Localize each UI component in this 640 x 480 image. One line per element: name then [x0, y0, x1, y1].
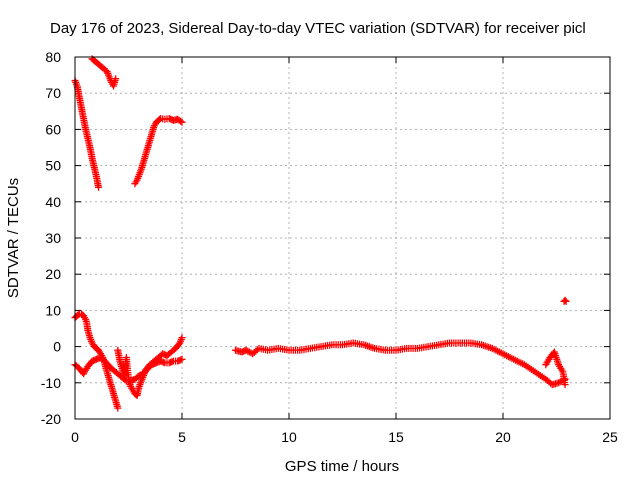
chart-title: Day 176 of 2023, Sidereal Day-to-day VTE… [50, 20, 586, 37]
series-lower-scatter [114, 334, 186, 399]
x-tick-label: 20 [495, 429, 511, 445]
series-upper-descending-2 [88, 55, 120, 90]
plus-markers [232, 339, 569, 389]
y-tick-label: 50 [45, 158, 61, 174]
plus-markers [114, 334, 186, 399]
y-tick-label: 40 [45, 194, 61, 210]
y-axis-label: SDTVAR / TECUs [5, 178, 22, 298]
y-tick-label: 10 [45, 302, 61, 318]
y-tick-label: 80 [45, 49, 61, 65]
grid-lines [75, 57, 610, 419]
y-tick-label: -20 [41, 411, 61, 427]
plus-markers [71, 77, 102, 191]
data-points [71, 55, 570, 412]
series-upper-descending-1 [71, 77, 102, 191]
plus-markers [88, 55, 120, 90]
x-tick-label: 25 [602, 429, 618, 445]
y-tick-label: -10 [41, 375, 61, 391]
plus-markers [560, 296, 570, 305]
plus-markers [131, 115, 186, 188]
x-tick-label: 15 [388, 429, 404, 445]
series-afternoon [232, 339, 569, 389]
x-axis-label: GPS time / hours [285, 458, 399, 475]
y-tick-label: 0 [53, 339, 61, 355]
x-tick-label: 10 [281, 429, 297, 445]
y-tick-label: 60 [45, 121, 61, 137]
plot-frame [74, 56, 611, 420]
x-tick-label: 0 [71, 429, 79, 445]
series-late-branch [542, 348, 569, 389]
y-tick-label: 70 [45, 85, 61, 101]
axis-ticks: 0 5 10 15 20 25 -20 -10 0 10 20 30 40 50 60 70 80 [41, 49, 618, 445]
plus-markers [542, 348, 569, 389]
y-tick-label: 20 [45, 266, 61, 282]
y-tick-label: 30 [45, 230, 61, 246]
series-upper-rising [131, 115, 186, 188]
x-tick-label: 5 [178, 429, 186, 445]
series-isolated [560, 296, 570, 305]
